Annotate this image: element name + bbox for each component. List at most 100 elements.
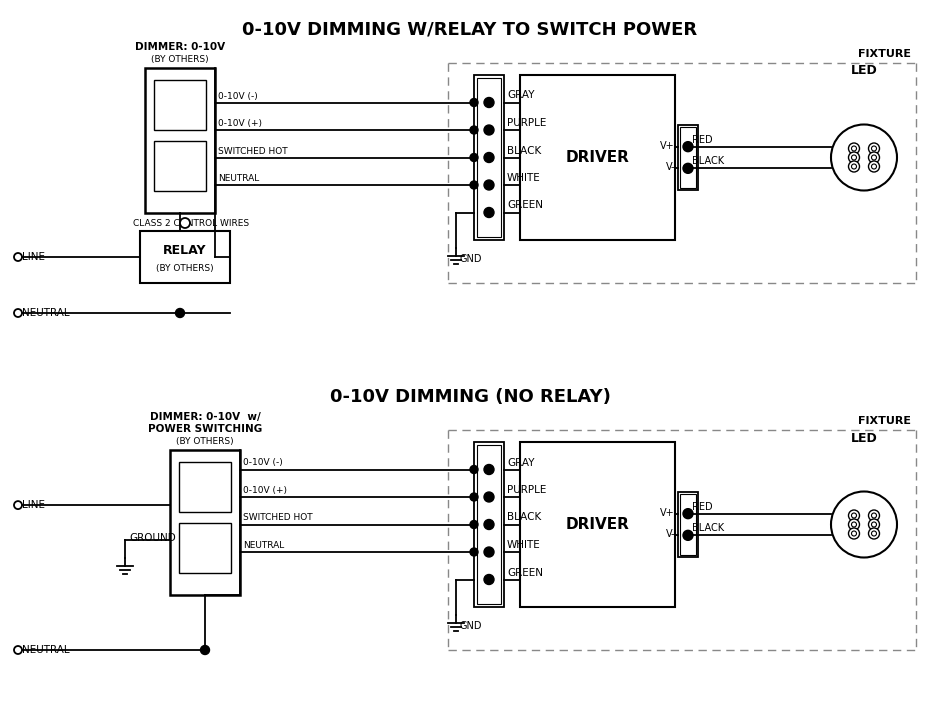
Text: RED: RED <box>692 135 713 145</box>
Circle shape <box>852 522 856 527</box>
Circle shape <box>14 253 22 261</box>
Text: SWITCHED HOT: SWITCHED HOT <box>218 146 288 156</box>
Text: BLACK: BLACK <box>692 156 724 167</box>
Circle shape <box>871 164 876 169</box>
Bar <box>474 75 504 240</box>
Text: DRIVER: DRIVER <box>566 150 630 165</box>
Text: DIMMER: 0-10V  w/: DIMMER: 0-10V w/ <box>149 412 260 422</box>
Text: GND: GND <box>460 621 482 631</box>
Bar <box>678 492 698 557</box>
Circle shape <box>14 309 22 317</box>
Bar <box>477 78 501 237</box>
Circle shape <box>852 155 856 160</box>
Circle shape <box>484 125 494 135</box>
Circle shape <box>484 520 494 529</box>
Text: DRIVER: DRIVER <box>566 517 630 532</box>
Circle shape <box>871 155 876 160</box>
Circle shape <box>869 143 880 154</box>
Circle shape <box>470 521 478 529</box>
Circle shape <box>180 218 190 228</box>
Text: (BY OTHERS): (BY OTHERS) <box>176 437 234 446</box>
Text: 0-10V (+): 0-10V (+) <box>218 119 262 128</box>
Circle shape <box>200 646 210 654</box>
Circle shape <box>683 142 693 151</box>
Circle shape <box>484 465 494 474</box>
Bar <box>520 75 675 240</box>
Circle shape <box>852 164 856 169</box>
Text: GREEN: GREEN <box>507 568 543 578</box>
Circle shape <box>871 513 876 518</box>
Circle shape <box>683 509 693 518</box>
Text: LED: LED <box>851 432 877 445</box>
Circle shape <box>849 161 859 172</box>
Text: V+: V+ <box>661 508 675 518</box>
Circle shape <box>869 528 880 539</box>
Text: (BY OTHERS): (BY OTHERS) <box>156 264 213 273</box>
Text: LINE: LINE <box>22 252 45 262</box>
Text: RELAY: RELAY <box>164 244 207 257</box>
Circle shape <box>14 646 22 654</box>
Text: PURPLE: PURPLE <box>507 485 546 495</box>
Text: GREEN: GREEN <box>507 201 543 211</box>
Text: BLACK: BLACK <box>507 146 541 156</box>
Text: NEUTRAL: NEUTRAL <box>22 645 70 655</box>
Circle shape <box>869 510 880 521</box>
Text: NEUTRAL: NEUTRAL <box>218 174 259 183</box>
Circle shape <box>470 466 478 473</box>
Text: BLACK: BLACK <box>507 513 541 523</box>
Circle shape <box>470 98 478 106</box>
Circle shape <box>683 531 693 540</box>
Bar <box>520 442 675 607</box>
Text: 0-10V DIMMING (NO RELAY): 0-10V DIMMING (NO RELAY) <box>330 388 610 406</box>
Text: WHITE: WHITE <box>507 540 540 550</box>
Bar <box>678 125 698 190</box>
Circle shape <box>470 181 478 189</box>
Text: (BY OTHERS): (BY OTHERS) <box>151 55 209 64</box>
Circle shape <box>869 152 880 163</box>
Circle shape <box>470 153 478 161</box>
Circle shape <box>871 522 876 527</box>
Text: GRAY: GRAY <box>507 458 535 468</box>
Circle shape <box>849 528 859 539</box>
Circle shape <box>684 164 692 172</box>
Circle shape <box>852 146 856 151</box>
Circle shape <box>684 531 692 539</box>
Text: 0-10V (-): 0-10V (-) <box>243 458 283 468</box>
Circle shape <box>470 548 478 556</box>
Text: V+: V+ <box>661 140 675 151</box>
Circle shape <box>684 510 692 518</box>
Bar <box>170 450 240 595</box>
Text: NEUTRAL: NEUTRAL <box>22 308 70 318</box>
Bar <box>474 442 504 607</box>
Text: CLASS 2 CONTROL WIRES: CLASS 2 CONTROL WIRES <box>133 219 249 227</box>
Bar <box>154 80 206 130</box>
Text: 0-10V DIMMING W/RELAY TO SWITCH POWER: 0-10V DIMMING W/RELAY TO SWITCH POWER <box>243 21 697 39</box>
Circle shape <box>176 308 184 318</box>
Text: FIXTURE: FIXTURE <box>858 416 911 426</box>
Circle shape <box>871 531 876 536</box>
Circle shape <box>484 98 494 107</box>
Bar <box>680 127 696 188</box>
Bar <box>477 445 501 604</box>
Circle shape <box>871 146 876 151</box>
Text: V-: V- <box>666 529 675 539</box>
Circle shape <box>849 152 859 163</box>
Text: 0-10V (+): 0-10V (+) <box>243 486 287 495</box>
Text: SWITCHED HOT: SWITCHED HOT <box>243 513 313 523</box>
Bar <box>179 523 231 573</box>
Circle shape <box>484 575 494 584</box>
Circle shape <box>869 519 880 530</box>
Circle shape <box>849 143 859 154</box>
Text: GROUND: GROUND <box>129 533 176 543</box>
Bar <box>179 462 231 513</box>
Circle shape <box>470 493 478 501</box>
Text: LINE: LINE <box>22 500 45 510</box>
Text: LED: LED <box>851 64 877 77</box>
Circle shape <box>849 510 859 521</box>
Text: V-: V- <box>666 162 675 172</box>
Circle shape <box>470 126 478 134</box>
Text: FIXTURE: FIXTURE <box>858 49 911 59</box>
Bar <box>154 140 206 191</box>
Text: NEUTRAL: NEUTRAL <box>243 541 284 550</box>
Circle shape <box>484 180 494 190</box>
